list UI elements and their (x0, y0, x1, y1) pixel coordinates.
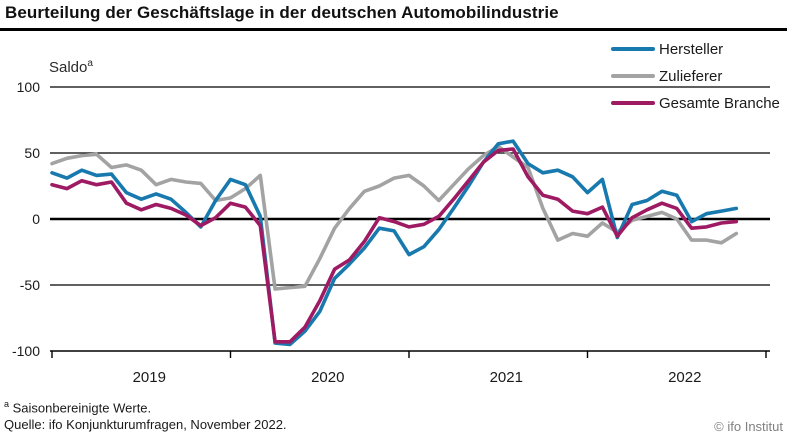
footnote-marker: a (87, 58, 93, 69)
y-tick-label: 0 (32, 211, 40, 227)
y-tick-label: 100 (17, 79, 41, 95)
zulieferer-line-swatch (611, 74, 655, 78)
page-title: Beurteilung der Geschäftslage in der deu… (5, 3, 559, 22)
legend-item-zulieferer: Zulieferer (611, 67, 780, 85)
x-tick-label: 2021 (490, 369, 523, 386)
hersteller-line-swatch (611, 47, 655, 51)
y-tick-label: 50 (24, 145, 40, 161)
y-tick-label: -50 (20, 277, 40, 293)
legend-label: Hersteller (659, 40, 724, 58)
y-tick-label: -100 (12, 343, 40, 359)
series-line-gesamte-branche (50, 147, 739, 344)
footnote-marker: a (4, 399, 10, 409)
source-line: Quelle: ifo Konjunkturumfragen, November… (4, 417, 287, 432)
gesamte-branche-line-swatch (611, 101, 655, 105)
x-tick-label: 2020 (311, 369, 344, 386)
legend-label: Gesamte Branche (659, 94, 780, 112)
x-tick-label: 2019 (133, 369, 166, 386)
legend-item-gesamte-branche: Gesamte Branche (611, 94, 780, 112)
series-line-hersteller (50, 139, 739, 347)
legend-item-hersteller: Hersteller (611, 40, 780, 58)
x-tick-label: 2022 (668, 369, 701, 386)
y-axis-unit-label: Saldoa (49, 58, 93, 76)
legend-label: Zulieferer (659, 67, 723, 85)
copyright: © ifo Institut (714, 419, 783, 434)
footnote: a Saisonbereinigte Werte. (4, 399, 152, 416)
title-rule (0, 28, 787, 31)
legend: Hersteller Zulieferer Gesamte Branche (611, 40, 780, 112)
